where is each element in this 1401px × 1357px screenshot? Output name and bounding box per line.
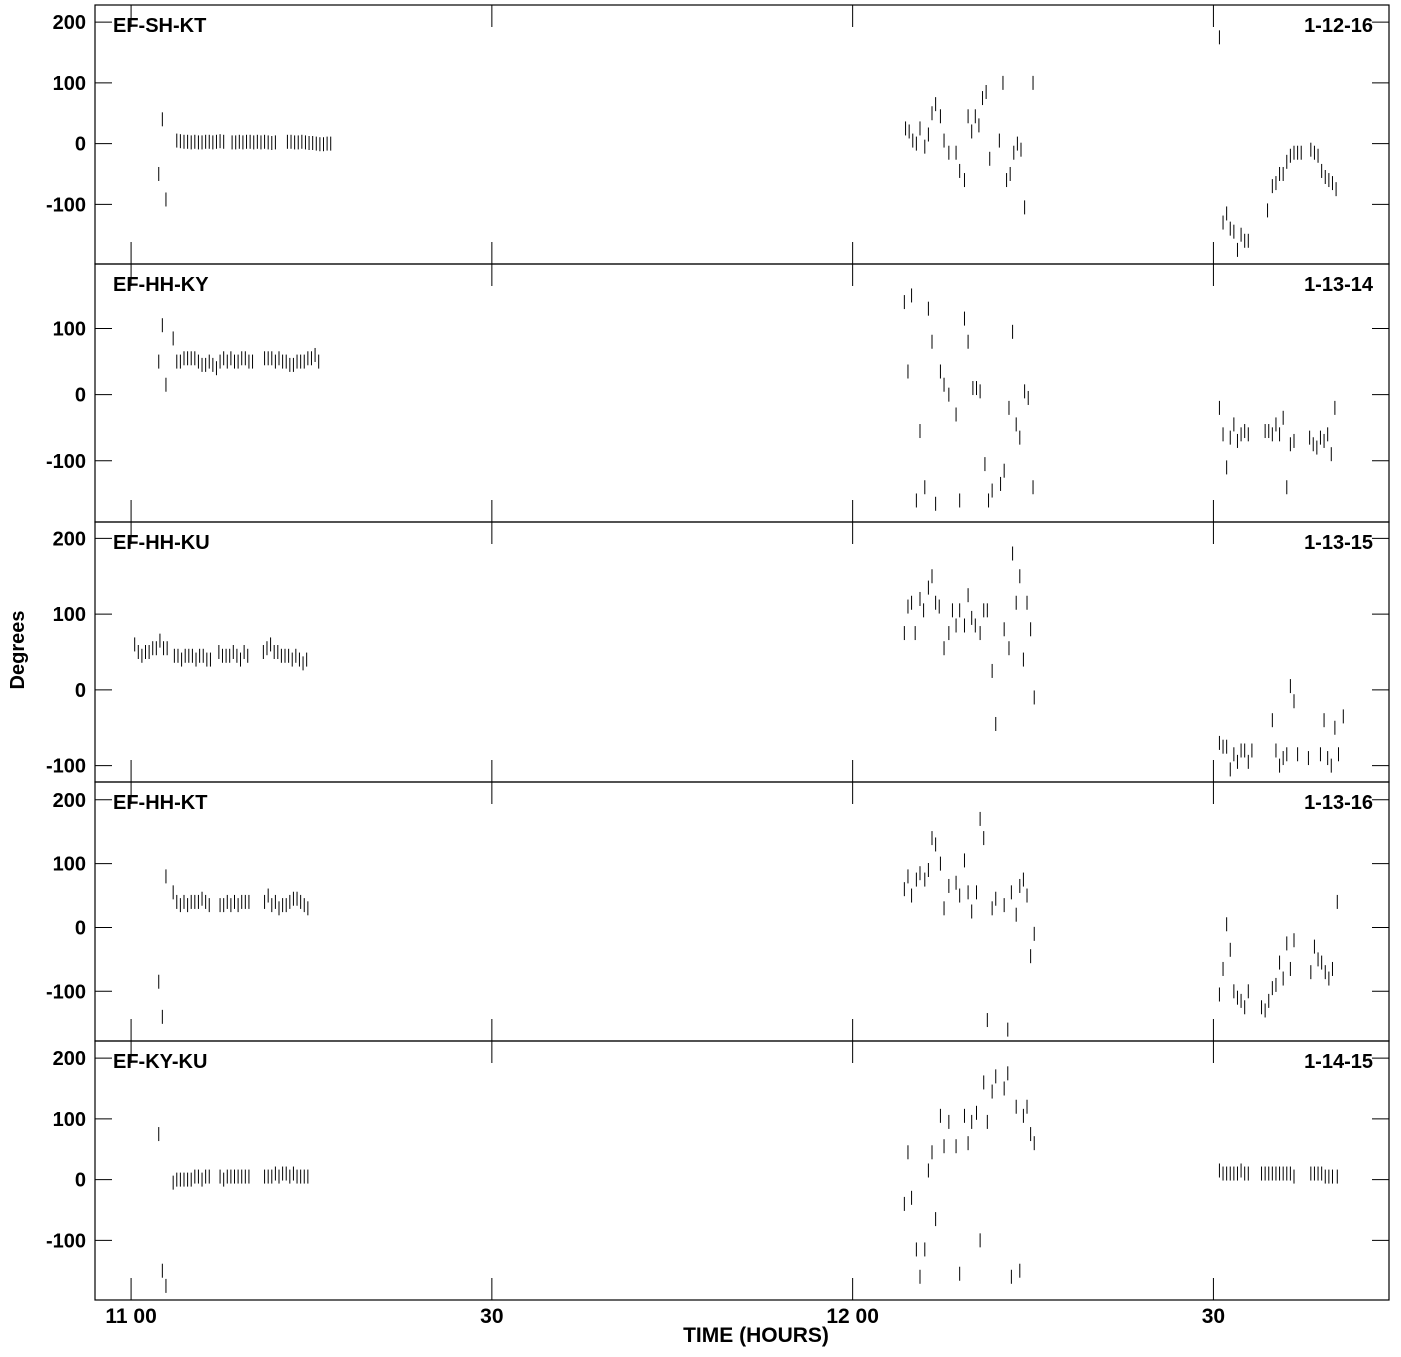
- y-tick-label: 0: [75, 680, 86, 702]
- antenna-code-label: 1-13-14: [1304, 274, 1374, 296]
- antenna-code-label: 1-13-15: [1304, 532, 1373, 554]
- y-tick-label: 200: [53, 1048, 86, 1070]
- y-tick-label: 200: [53, 12, 86, 34]
- y-tick-label: -100: [46, 451, 86, 473]
- antenna-code-label: 1-13-16: [1304, 792, 1373, 814]
- y-tick-label: 0: [75, 385, 86, 407]
- panel-5: -100 0 100 200 EF-KY-KU 1-14-15: [46, 1040, 1390, 1301]
- antenna-code-label: 1-12-16: [1304, 15, 1373, 37]
- y-tick-label: 100: [53, 319, 86, 341]
- baseline-label: EF-KY-KU: [113, 1051, 207, 1073]
- x-tick-label: 30: [1202, 1305, 1225, 1328]
- x-tick-label: 30: [480, 1305, 503, 1328]
- y-tick-label: -100: [46, 1230, 86, 1252]
- panels-layer: -100 0 100 200 EF-SH-KT 1-12-16 -100 0 100 EF-HH-…: [46, 4, 1390, 1301]
- y-tick-label: -100: [46, 981, 86, 1003]
- panel-4: -100 0 100 200 EF-HH-KT 1-13-16: [46, 781, 1390, 1042]
- antenna-code-label: 1-14-15: [1304, 1051, 1373, 1073]
- x-axis-label: TIME (HOURS): [683, 1324, 829, 1347]
- y-tick-label: 0: [75, 134, 86, 156]
- baseline-label: EF-SH-KT: [113, 15, 206, 37]
- y-tick-label: 200: [53, 528, 86, 550]
- y-axis-label: Degrees: [7, 611, 29, 690]
- baseline-label: EF-HH-KY: [113, 274, 209, 296]
- panel-2: -100 0 100 EF-HH-KY 1-13-14: [46, 263, 1390, 523]
- panel-3: -100 0 100 200 EF-HH-KU 1-13-15: [46, 521, 1390, 783]
- panel-frame: [94, 4, 1390, 265]
- panel-frame: [94, 781, 1390, 1042]
- panel-frame: [94, 263, 1390, 523]
- baseline-label: EF-HH-KU: [113, 532, 210, 554]
- panel-frame: [94, 1040, 1390, 1301]
- x-tick-labels: 11 00 30 12 00 30: [105, 1305, 1225, 1328]
- x-tick-label: 12 00: [826, 1305, 879, 1328]
- baseline-label: EF-HH-KT: [113, 792, 207, 814]
- y-tick-label: 100: [53, 73, 86, 95]
- panel-1: -100 0 100 200 EF-SH-KT 1-12-16: [46, 4, 1390, 265]
- y-tick-label: -100: [46, 194, 86, 216]
- y-tick-label: 0: [75, 1170, 86, 1192]
- y-tick-label: 0: [75, 917, 86, 939]
- y-tick-label: 200: [53, 790, 86, 812]
- x-tick-label: 11 00: [105, 1305, 156, 1328]
- y-tick-label: -100: [46, 756, 86, 778]
- y-tick-label: 100: [53, 1109, 86, 1131]
- y-tick-label: 100: [53, 854, 86, 876]
- y-tick-label: 100: [53, 604, 86, 626]
